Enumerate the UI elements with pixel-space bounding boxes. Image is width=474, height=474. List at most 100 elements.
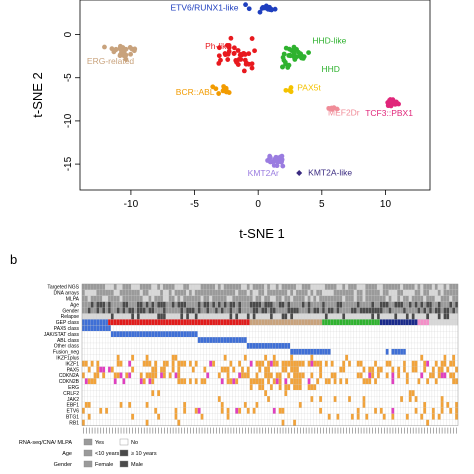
heatmap-cell (255, 319, 259, 326)
heatmap-cell (203, 407, 207, 414)
heatmap-cell (365, 319, 369, 326)
heatmap-cell (145, 348, 149, 355)
heatmap-cell (154, 390, 158, 397)
heatmap-cell (206, 360, 210, 367)
heatmap-cell (449, 396, 453, 403)
heatmap-cell (397, 325, 401, 332)
heatmap-cell (267, 283, 271, 290)
heatmap-cell (327, 313, 331, 320)
heatmap-cell (105, 289, 109, 296)
heatmap-cell (429, 348, 433, 355)
heatmap-cell (405, 301, 409, 308)
heatmap-cell (136, 342, 140, 349)
scatter-point (224, 43, 230, 48)
heatmap-cell (133, 378, 138, 385)
heatmap-cell (168, 342, 172, 349)
heatmap-cell (186, 419, 190, 426)
heatmap-cell (371, 319, 375, 326)
heatmap-cell (105, 354, 109, 361)
heatmap-cell (269, 325, 273, 332)
heatmap-cell (116, 342, 120, 349)
heatmap-cell (423, 360, 427, 367)
heatmap-cell (226, 342, 230, 349)
heatmap-cell (209, 372, 213, 379)
heatmap-cell (81, 396, 85, 403)
heatmap-cell (319, 348, 323, 355)
heatmap-cell (84, 384, 88, 391)
heatmap-cell (293, 342, 297, 349)
heatmap-cell (437, 313, 441, 320)
heatmap-cell (408, 307, 412, 314)
heatmap-cell (214, 337, 219, 344)
heatmap-cell (324, 289, 328, 296)
heatmap-cell (125, 289, 129, 296)
heatmap-cell (426, 354, 430, 361)
heatmap-cell (287, 289, 291, 296)
heatmap-cell (148, 407, 152, 414)
heatmap-cell (371, 289, 375, 296)
heatmap-cell (220, 337, 224, 344)
heatmap-cell (339, 337, 343, 344)
heatmap-cell (107, 378, 111, 385)
heatmap-cell (284, 342, 288, 349)
heatmap-cell (229, 301, 233, 308)
heatmap-cell (154, 342, 158, 349)
heatmap-cell (87, 354, 91, 361)
heatmap-cell (119, 348, 123, 355)
heatmap-cell (154, 419, 158, 426)
heatmap-cell (243, 342, 247, 349)
heatmap-cell (379, 413, 383, 420)
heatmap-cell (411, 366, 415, 373)
heatmap-cell (246, 325, 250, 332)
heatmap-cell (93, 313, 97, 320)
heatmap-cell (258, 396, 262, 403)
heatmap-cell (154, 337, 158, 344)
heatmap-cell (113, 307, 117, 314)
heatmap-cell (81, 319, 85, 326)
heatmap-cell (379, 354, 383, 361)
heatmap-cell (102, 378, 106, 385)
heatmap-cell (226, 283, 230, 290)
heatmap-cell (417, 319, 421, 326)
heatmap-cell (281, 390, 285, 397)
heatmap-cell (206, 307, 210, 314)
heatmap-cell (336, 413, 340, 420)
heatmap-cell (359, 354, 363, 361)
heatmap-cell (87, 307, 91, 314)
heatmap-cell (417, 313, 421, 320)
heatmap-cell (353, 360, 357, 367)
heatmap-cell (301, 307, 305, 314)
scatter-point (292, 55, 298, 60)
heatmap-cell (246, 378, 250, 385)
heatmap-cell (93, 384, 97, 391)
heatmap-cell (223, 360, 227, 367)
heatmap-cell (110, 301, 114, 308)
heatmap-cell (200, 360, 204, 367)
heatmap-cell (191, 366, 195, 373)
heatmap-cell (186, 283, 190, 290)
heatmap-cell (368, 325, 372, 332)
heatmap-cell (313, 331, 317, 338)
heatmap-cell (382, 283, 386, 290)
heatmap-cell (411, 407, 415, 414)
heatmap-cell (105, 401, 109, 408)
heatmap-cell (333, 331, 337, 338)
heatmap-cell (446, 331, 450, 338)
heatmap-cell (452, 401, 456, 408)
heatmap-cell (321, 354, 326, 361)
heatmap-cell (434, 325, 438, 332)
heatmap-cell (168, 372, 172, 379)
heatmap-cell (287, 378, 291, 385)
heatmap-cell (122, 313, 126, 320)
heatmap-cell (241, 396, 245, 403)
heatmap-cell (133, 331, 138, 338)
heatmap-cell (359, 401, 363, 408)
heatmap-cell (397, 407, 401, 414)
heatmap-cell (420, 331, 424, 338)
heatmap-cell (255, 348, 259, 355)
heatmap-cell (295, 295, 299, 302)
heatmap-cell (194, 413, 198, 420)
heatmap-cell (105, 313, 109, 320)
heatmap-cell (339, 413, 343, 420)
heatmap-cell (116, 372, 120, 379)
